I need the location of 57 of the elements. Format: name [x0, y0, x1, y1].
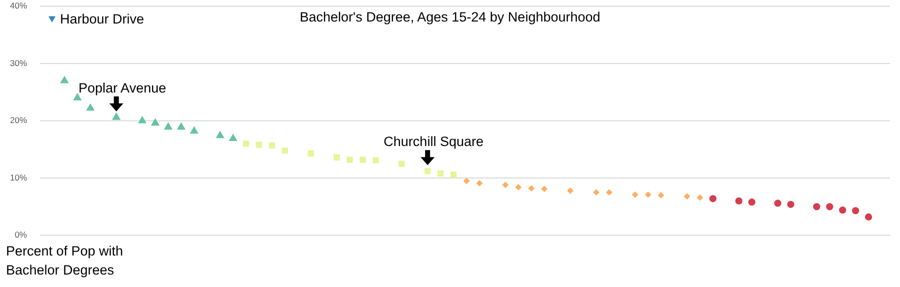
point: [228, 134, 238, 142]
y-axis-title: Percent of Pop with Bachelor Degrees: [6, 243, 124, 278]
point: [256, 142, 262, 148]
point: [606, 189, 612, 196]
point: [112, 112, 121, 120]
point: [593, 189, 600, 196]
point: [334, 154, 340, 161]
point: [150, 118, 160, 126]
point: [424, 168, 431, 174]
point: [826, 203, 834, 210]
y-tick-label: 40%: [10, 0, 28, 11]
point: [632, 191, 638, 198]
point: [308, 150, 314, 157]
point: [709, 195, 716, 202]
point: [372, 157, 379, 164]
point: [658, 192, 664, 198]
point: [242, 140, 250, 147]
point: [567, 187, 574, 194]
point: [839, 206, 846, 214]
point: [268, 142, 276, 148]
point: [164, 122, 173, 130]
point: [216, 130, 224, 138]
y-tick-label: 0%: [14, 230, 28, 240]
point: [282, 147, 288, 154]
point: [541, 186, 548, 192]
point: [696, 194, 704, 201]
point: [735, 197, 742, 205]
point: [644, 191, 652, 198]
point: [398, 160, 405, 167]
y-tick-label: 10%: [10, 172, 28, 182]
point: [852, 207, 860, 214]
chart-title: Bachelor's Degree, Ages 15-24 by Neighbourhood: [300, 9, 600, 24]
y-tick-label: 20%: [10, 115, 28, 126]
legend-label: Harbour Drive: [60, 10, 144, 26]
point: [60, 76, 69, 84]
annotation: Poplar Avenue: [78, 80, 166, 96]
point: [864, 213, 872, 221]
point: [463, 178, 470, 184]
point: [138, 116, 147, 124]
point: [450, 172, 457, 178]
point: [437, 170, 444, 177]
point: [476, 180, 483, 186]
point: [176, 122, 186, 130]
annotation: Churchill Square: [384, 134, 484, 150]
y-tick-label: 30%: [10, 58, 28, 68]
point: [813, 203, 820, 210]
point: [787, 200, 794, 208]
point: [190, 126, 198, 134]
point: [346, 156, 353, 163]
point: [528, 185, 535, 192]
point: [515, 184, 522, 190]
point: [684, 193, 690, 200]
point: [502, 182, 509, 188]
point: [360, 156, 366, 163]
point: [86, 103, 95, 111]
point: [748, 198, 756, 206]
point: [774, 200, 782, 207]
